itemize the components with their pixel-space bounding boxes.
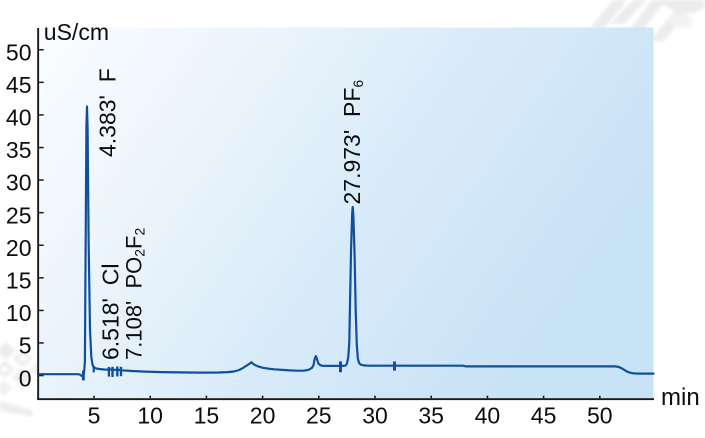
svg-text:50: 50 [587,403,613,429]
svg-text:45: 45 [6,72,32,98]
svg-text:5: 5 [88,403,101,429]
svg-text:6.518' Cl: 6.518' Cl [98,264,124,360]
svg-text:15: 15 [6,268,32,294]
svg-text:0: 0 [19,365,32,391]
svg-text:10: 10 [137,403,163,429]
svg-text:min: min [661,384,700,411]
svg-text:4.383' F: 4.383' F [95,68,121,157]
svg-text:45: 45 [531,403,557,429]
svg-text:30: 30 [6,170,32,196]
svg-text:7.108' PO2F2: 7.108' PO2F2 [121,227,147,360]
svg-text:27.973' PF6: 27.973' PF6 [339,80,366,205]
svg-text:uS/cm: uS/cm [44,19,109,45]
svg-text:30: 30 [362,403,388,429]
svg-text:25: 25 [306,403,332,429]
svg-text:20: 20 [6,235,32,261]
svg-text:50: 50 [6,39,32,65]
svg-text:5: 5 [19,333,32,359]
svg-text:35: 35 [6,137,32,163]
svg-text:10: 10 [6,300,32,326]
svg-text:40: 40 [6,105,32,131]
svg-text:15: 15 [194,403,220,429]
svg-text:35: 35 [418,403,444,429]
svg-text:20: 20 [250,403,276,429]
svg-text:25: 25 [6,202,32,228]
svg-text:40: 40 [475,403,501,429]
